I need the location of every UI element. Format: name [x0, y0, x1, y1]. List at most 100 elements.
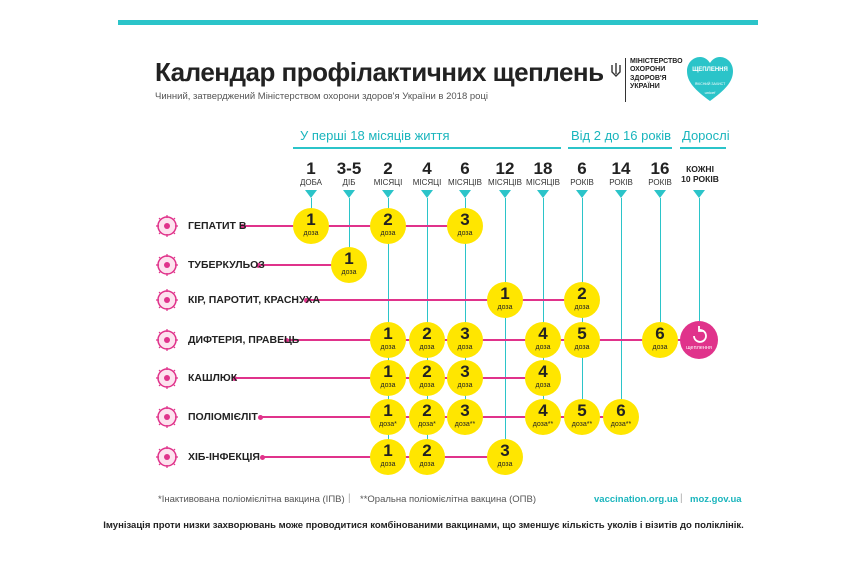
dose-circle: 1 доза — [370, 360, 406, 396]
polio-virus-icon — [155, 405, 179, 429]
dose-circle: 1 доза — [370, 322, 406, 358]
dose-label: доза — [380, 461, 396, 468]
dose-number: 2 — [577, 284, 587, 303]
revaccination-label: щеплення — [686, 345, 712, 351]
dose-number: 1 — [500, 284, 510, 303]
top-accent-bar — [118, 20, 758, 25]
age-unit: МІСЯЦІВ — [448, 178, 482, 187]
age-column-5: 6 МІСЯЦІВ — [445, 159, 485, 188]
age-pointer-2 — [343, 190, 355, 198]
group-label-children: Від 2 до 16 років — [571, 128, 672, 143]
refresh-icon — [693, 326, 707, 343]
dose-circle: 2 доза — [409, 322, 445, 358]
age-value: 16 — [650, 159, 670, 178]
age-unit: ДІБ — [342, 178, 356, 187]
age-unit: МІСЯЦІ — [412, 178, 442, 187]
age-value: 2 — [383, 159, 393, 178]
dose-label: доза — [535, 344, 551, 351]
age-value: 12 — [495, 159, 515, 178]
age-unit: МІСЯЦІ — [373, 178, 403, 187]
schedule-guide-line — [465, 198, 466, 417]
row-line-start — [232, 375, 237, 381]
dose-label: доза — [419, 382, 435, 389]
row-line — [258, 264, 349, 266]
row-label: ГЕПАТИТ В — [188, 220, 247, 232]
dose-circle: 3 доза — [447, 208, 483, 244]
dose-circle: 2 доза — [409, 439, 445, 475]
row-line — [306, 299, 582, 301]
age-value: 6 — [460, 159, 470, 178]
dose-label: доза — [380, 382, 396, 389]
age-pointer-adult — [693, 190, 705, 198]
dose-label: доза — [457, 382, 473, 389]
badge-subtitle: ЯКІСНИЙ ЗАХИСТ — [694, 82, 726, 86]
dose-circle: 1 доза — [293, 208, 329, 244]
diphtheria-bacteria-icon — [155, 328, 179, 352]
dose-number: 2 — [422, 362, 432, 381]
dose-number: 1 — [383, 324, 393, 343]
age-value: 3-5 — [336, 159, 362, 178]
dose-label: доза — [652, 344, 668, 351]
vaccination-badge: ЩЕПЛЕННЯ ЯКІСНИЙ ЗАХИСТ unicef — [685, 54, 735, 104]
dose-circle: 3 доза — [487, 439, 523, 475]
schedule-guide-line — [543, 198, 544, 417]
row-label: ТУБЕРКУЛЬОЗ — [188, 259, 265, 271]
age-pointer-8 — [576, 190, 588, 198]
dose-label: доза** — [610, 421, 632, 428]
age-pointer-10 — [654, 190, 666, 198]
row-line-start — [256, 262, 261, 268]
row-line — [242, 225, 465, 227]
dose-circle: 5 доза — [564, 322, 600, 358]
age-pointer-4 — [421, 190, 433, 198]
row-line — [286, 339, 699, 341]
group-line-children — [568, 147, 672, 149]
dose-circle: 6 доза — [642, 322, 678, 358]
row-line-start — [304, 297, 309, 303]
dose-circle: 4 доза — [525, 322, 561, 358]
group-label-infant: У перші 18 місяців життя — [300, 128, 450, 143]
age-unit: РОКІВ — [570, 178, 594, 187]
age-pointer-1 — [305, 190, 317, 198]
dose-label: доза* — [418, 421, 436, 428]
dose-number: 2 — [422, 441, 432, 460]
dose-number: 2 — [422, 324, 432, 343]
ministry-name: МІНІСТЕРСТВО ОХОРОНИ ЗДОРОВ'Я УКРАЇНИ — [630, 58, 683, 91]
row-label: КІР, ПАРОТИТ, КРАСНУХА — [188, 294, 321, 306]
trident-icon — [611, 63, 621, 77]
bottom-note: Імунізація проти низки захворювань може … — [103, 520, 744, 531]
heart-icon — [687, 57, 733, 101]
page-subtitle: Чинний, затверджений Міністерством охоро… — [155, 91, 489, 102]
dose-number: 3 — [460, 362, 470, 381]
tuberculosis-bacteria-icon — [155, 253, 179, 277]
dose-circle: 1 доза — [370, 439, 406, 475]
age-column-2: 3-5 ДІБ — [329, 159, 369, 188]
dose-circle: 1 доза — [331, 247, 367, 283]
age-unit: РОКІВ — [609, 178, 633, 187]
age-column-10: 16 РОКІВ — [640, 159, 680, 188]
group-label-adults: Дорослі — [682, 128, 730, 143]
schedule-guide-line — [660, 198, 661, 340]
age-pointer-7 — [537, 190, 549, 198]
age-value: 14 — [611, 159, 631, 178]
dose-number: 4 — [538, 362, 548, 381]
dose-circle: 2 доза — [370, 208, 406, 244]
dose-number: 2 — [422, 401, 432, 420]
dose-circle: 2 доза — [409, 360, 445, 396]
link-moz[interactable]: moz.gov.ua — [690, 494, 742, 505]
dose-label: доза — [535, 382, 551, 389]
row-label: ПОЛІОМІЄЛІТ — [188, 411, 258, 423]
age-column-8: 6 РОКІВ — [562, 160, 602, 188]
hib-bacteria-icon — [155, 445, 179, 469]
group-line-adults — [680, 147, 726, 149]
dose-label: доза — [497, 461, 513, 468]
row-label: ДИФТЕРІЯ, ПРАВЕЦЬ — [188, 334, 300, 346]
dose-circle: 3 доза — [447, 322, 483, 358]
dose-number: 1 — [344, 249, 354, 268]
dose-label: доза — [457, 230, 473, 237]
age-column-3: 2 МІСЯЦІ — [368, 159, 408, 188]
link-vaccination[interactable]: vaccination.org.ua — [594, 494, 678, 505]
schedule-guide-line — [349, 198, 350, 265]
dose-label: доза — [419, 344, 435, 351]
dose-label: доза** — [454, 421, 476, 428]
age-unit: МІСЯЦІВ — [488, 178, 522, 187]
